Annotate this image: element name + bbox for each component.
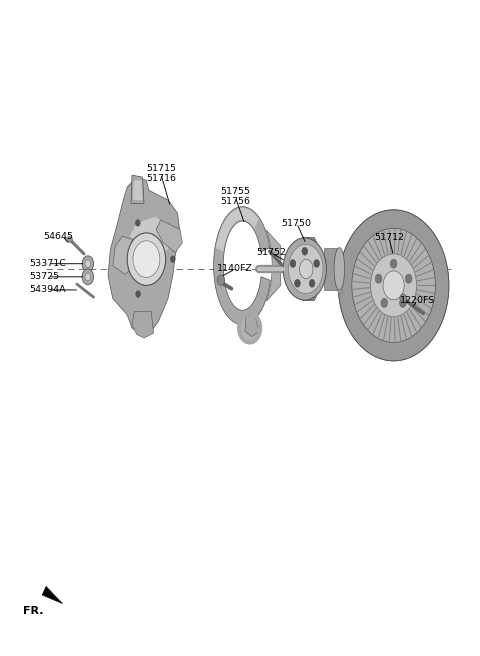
Circle shape xyxy=(85,273,91,281)
Text: 51755
51756: 51755 51756 xyxy=(220,187,250,207)
Circle shape xyxy=(400,294,407,303)
Circle shape xyxy=(217,275,225,285)
Ellipse shape xyxy=(300,259,313,279)
Circle shape xyxy=(390,259,397,268)
Circle shape xyxy=(82,269,94,285)
Wedge shape xyxy=(338,210,449,361)
Polygon shape xyxy=(42,586,62,604)
Circle shape xyxy=(85,260,91,268)
Circle shape xyxy=(135,220,140,226)
Circle shape xyxy=(405,274,412,283)
Text: 51715
51716: 51715 51716 xyxy=(146,164,176,184)
Circle shape xyxy=(290,260,296,268)
Circle shape xyxy=(133,241,160,277)
Circle shape xyxy=(136,291,141,297)
Polygon shape xyxy=(266,230,281,301)
Circle shape xyxy=(309,279,315,287)
Text: 54394A: 54394A xyxy=(29,285,65,295)
Ellipse shape xyxy=(283,238,326,300)
Text: 54645: 54645 xyxy=(43,232,73,241)
Polygon shape xyxy=(245,315,259,337)
Circle shape xyxy=(371,254,417,317)
Polygon shape xyxy=(338,277,342,293)
Text: 53725: 53725 xyxy=(29,272,59,281)
Text: 51752: 51752 xyxy=(256,248,286,257)
Polygon shape xyxy=(132,312,154,338)
Polygon shape xyxy=(216,208,259,251)
Polygon shape xyxy=(300,237,317,300)
Ellipse shape xyxy=(334,248,345,290)
Circle shape xyxy=(375,274,382,283)
Ellipse shape xyxy=(288,245,323,294)
Polygon shape xyxy=(324,248,339,290)
Circle shape xyxy=(314,260,320,268)
Polygon shape xyxy=(214,207,270,325)
Circle shape xyxy=(295,279,300,287)
Circle shape xyxy=(381,298,388,308)
Circle shape xyxy=(82,256,94,272)
Text: 53371C: 53371C xyxy=(29,259,66,268)
Text: FR.: FR. xyxy=(23,606,44,617)
Circle shape xyxy=(170,256,175,262)
Text: 51712: 51712 xyxy=(374,233,404,242)
Ellipse shape xyxy=(67,236,72,242)
Polygon shape xyxy=(130,216,170,256)
Circle shape xyxy=(383,271,404,300)
Wedge shape xyxy=(239,314,260,342)
Polygon shape xyxy=(156,220,182,253)
Polygon shape xyxy=(113,236,132,274)
Text: 51750: 51750 xyxy=(282,218,312,228)
Circle shape xyxy=(338,210,449,361)
Text: 1140FZ: 1140FZ xyxy=(217,264,253,274)
Polygon shape xyxy=(131,175,144,203)
Circle shape xyxy=(302,247,308,255)
Circle shape xyxy=(127,233,166,285)
Circle shape xyxy=(399,298,406,308)
Text: 1220FS: 1220FS xyxy=(400,296,435,305)
Polygon shape xyxy=(108,177,180,335)
Polygon shape xyxy=(133,180,143,200)
